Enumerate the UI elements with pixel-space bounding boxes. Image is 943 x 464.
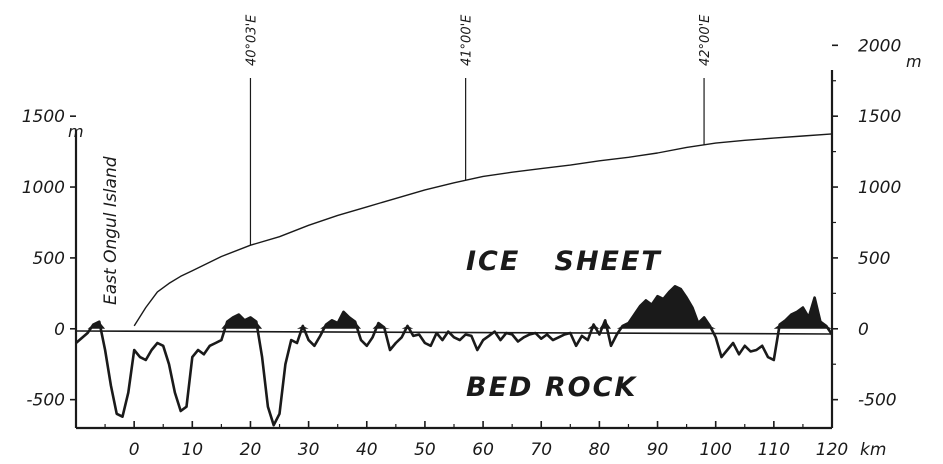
meridian-label: 41°00'E — [460, 14, 475, 66]
bedrock-label: BED ROCK — [466, 372, 637, 403]
sea-level-line — [75, 330, 833, 335]
x-tick-label: 60 — [472, 440, 494, 460]
x-tick-label: 10 — [181, 440, 203, 460]
x-tick-label: 110 — [758, 440, 790, 460]
bedrock-above-sea-fill — [76, 286, 832, 329]
right-y-tick-label: 500 — [858, 249, 890, 269]
bedrock-profile-line — [75, 284, 834, 427]
meridians: 40°03'E 41°00'E 42°00'E — [244, 14, 713, 246]
island-label: East Ongul Island — [101, 156, 121, 305]
x-tick-label: 120 — [816, 440, 848, 460]
right-y-tick-label: 1500 — [858, 107, 901, 127]
left-y-tick-label: 1500 — [22, 107, 65, 127]
x-tick-label: 30 — [298, 440, 320, 460]
x-tick-label: 100 — [699, 440, 731, 460]
left-y-tick-label: 500 — [33, 249, 65, 269]
x-unit-label: km — [860, 440, 886, 460]
left-y-tick-label: -500 — [26, 391, 65, 411]
left-y-ticks: -500 0 500 1000 1500 — [22, 107, 76, 411]
left-y-tick-label: 1000 — [22, 178, 65, 198]
right-y-tick-label: 2000 — [858, 36, 901, 56]
x-tick-label: 20 — [240, 440, 262, 460]
right-y-ticks: -500 0 500 1000 1500 2000 — [832, 36, 901, 411]
meridian-label: 42°00'E — [698, 14, 713, 66]
x-tick-label: 90 — [647, 440, 669, 460]
x-tick-label: 40 — [356, 440, 378, 460]
left-y-unit-label: m — [68, 122, 84, 141]
x-tick-label: 80 — [589, 440, 611, 460]
right-y-tick-label: -500 — [858, 391, 897, 411]
ice-sheet-label: ICE SHEET — [466, 246, 662, 277]
meridian-label: 40°03'E — [244, 14, 259, 66]
ice-surface-line — [133, 133, 833, 327]
right-y-unit-label: m — [906, 52, 922, 71]
x-tick-label: 70 — [530, 440, 552, 460]
right-y-tick-label: 1000 — [858, 178, 901, 198]
series-layer — [75, 133, 834, 427]
x-ticks: 0 10 20 30 40 50 60 70 80 90 100 110 120 — [104, 421, 848, 460]
left-y-tick-label: 0 — [54, 320, 65, 340]
right-y-tick-label: 0 — [858, 320, 869, 340]
x-tick-label: 0 — [129, 440, 140, 460]
x-tick-label: 50 — [414, 440, 436, 460]
